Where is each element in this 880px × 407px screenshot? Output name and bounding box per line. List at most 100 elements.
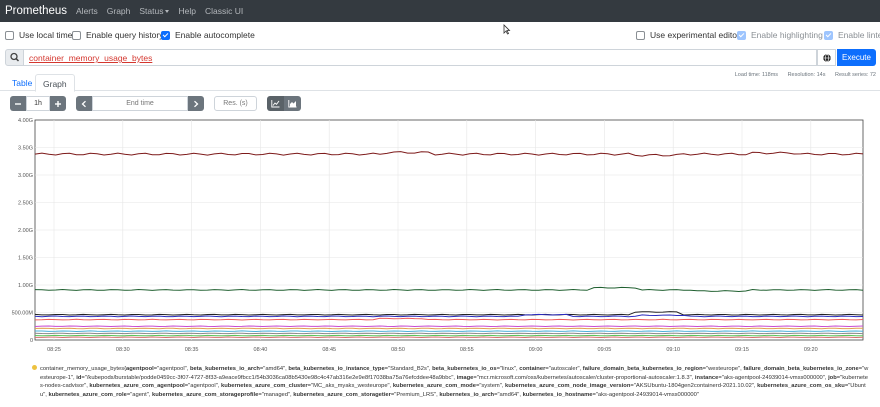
enable-query-history-label: Enable query history — [86, 30, 164, 40]
y-tick-label: 2.50G — [18, 201, 33, 207]
legend-label-key: beta_kubernetes_io_arch — [189, 366, 260, 372]
area-chart-icon — [288, 100, 297, 108]
use-experimental-editor-checkbox[interactable]: Use experimental editor — [636, 30, 740, 40]
navbar: Prometheus Alerts Graph Status Help Clas… — [0, 0, 880, 22]
increase-range-button[interactable] — [50, 96, 66, 111]
y-tick-label: 1.50G — [18, 256, 33, 262]
query-input[interactable]: container_memory_usage_bytes — [24, 49, 817, 66]
series-line[interactable] — [34, 286, 864, 293]
legend-label-value: ="agent", — [126, 391, 153, 398]
x-tick-label: 08:50 — [391, 347, 405, 353]
legend-color-swatch — [32, 365, 37, 370]
legend-label-value: ="managed", — [258, 391, 294, 398]
end-time-back-button[interactable] — [76, 96, 92, 111]
tab-table[interactable]: Table — [12, 78, 33, 88]
legend-label-key: kubernetes_azure_com_agentpool — [89, 383, 185, 389]
minus-icon — [15, 102, 21, 105]
y-tick-label: 3.00G — [18, 173, 33, 179]
nav-alerts[interactable]: Alerts — [76, 6, 98, 16]
x-tick-label: 09:20 — [804, 347, 818, 353]
checkbox-box[interactable] — [72, 30, 81, 40]
legend-label-key: id — [76, 374, 82, 381]
stacked-toggle[interactable] — [284, 96, 301, 111]
y-tick-label: 0 — [30, 338, 33, 344]
legend-label-key: kubernetes_azure_com_mode — [392, 383, 476, 389]
legend-label-key: job — [828, 374, 837, 381]
series-line[interactable] — [34, 325, 864, 328]
use-local-time-checkbox[interactable]: Use local time — [5, 30, 72, 40]
y-tick-label: 1.00G — [18, 283, 33, 289]
legend-label-value: ="MC_aks_myaks_westeurope", — [307, 383, 393, 389]
caret-down-icon — [165, 9, 170, 13]
chart-series — [34, 151, 864, 339]
end-time-input[interactable]: End time — [92, 96, 188, 111]
x-tick-label: 09:10 — [666, 347, 680, 353]
checkbox-box[interactable] — [636, 30, 645, 40]
series-line[interactable] — [34, 317, 864, 321]
tab-bar: Table Graph — [0, 72, 880, 92]
legend-label-value: ="AKSUbuntu-1804gen2containerd-2021.10.0… — [630, 383, 758, 389]
legend-label-value: ="/kubepods/burstable/podde0459cc-3f07-4… — [81, 374, 457, 381]
legend-label-key: kubernetes_azure_com_node_image_version — [505, 383, 631, 389]
legend-label-key: beta_kubernetes_io_instance_type — [288, 366, 385, 372]
end-time-forward-button[interactable] — [188, 96, 204, 111]
nav-graph[interactable]: Graph — [106, 6, 131, 16]
series-line[interactable] — [35, 336, 864, 339]
legend-label-value: ="kubernetes-nodes-cadvisor", — [40, 374, 868, 390]
series-line[interactable] — [35, 330, 864, 333]
checkbox-box-checked[interactable] — [824, 30, 833, 40]
chart-grid — [34, 119, 864, 341]
series-legend[interactable]: container_memory_usage_bytes{agentpool="… — [32, 365, 870, 399]
nav-status-dropdown[interactable]: Status — [139, 6, 170, 16]
range-input[interactable]: 1h — [26, 96, 50, 111]
series-line[interactable] — [34, 311, 864, 316]
series-line[interactable] — [34, 313, 864, 318]
legend-label-key: failure_domain_beta_kubernetes_io_zone — [743, 366, 859, 372]
legend-label-key: kubernetes_azure_com_cluster — [220, 383, 308, 389]
unstacked-toggle[interactable] — [267, 96, 284, 111]
enable-linter-checkbox[interactable]: Enable linter — [824, 30, 880, 40]
search-icon-box — [5, 49, 24, 66]
enable-query-history-checkbox[interactable]: Enable query history — [72, 30, 164, 40]
enable-autocomplete-checkbox[interactable]: Enable autocomplete — [161, 30, 255, 40]
decrease-range-button[interactable] — [10, 96, 26, 111]
mouse-cursor-icon — [503, 24, 511, 35]
legend-label-value: ="aks-agentpool-24939014-vmss000000" — [592, 391, 699, 398]
enable-highlighting-checkbox[interactable]: Enable highlighting — [737, 30, 823, 40]
use-local-time-label: Use local time — [19, 30, 73, 40]
legend-label-key: kubernetes_azure_com_role — [48, 391, 127, 398]
legend-label-key: image — [456, 374, 474, 381]
graph-chart[interactable]: 0 500.00M 1.00G 1.50G 2.00G 2.50G 3.00G 3.50G 4.… — [0, 115, 880, 355]
resolution-input[interactable]: Res. (s) — [214, 96, 257, 111]
execute-button[interactable]: Execute — [837, 49, 876, 66]
y-tick-label: 2.00G — [18, 228, 33, 234]
series-line[interactable] — [34, 327, 864, 330]
tab-graph[interactable]: Graph — [35, 74, 75, 92]
checkbox-box[interactable] — [5, 30, 14, 40]
brand-logo[interactable]: Prometheus — [5, 5, 68, 17]
checkbox-box-checked[interactable] — [737, 30, 746, 40]
metrics-explorer-button[interactable] — [817, 49, 836, 66]
legend-series-label: container_memory_usage_bytes{agentpool="… — [40, 366, 869, 398]
chart-ticks: 0 500.00M 1.00G 1.50G 2.00G 2.50G 3.00G 3.50G 4.… — [12, 118, 818, 353]
legend-label-value: ="Premium_LRS", — [390, 391, 440, 398]
nav-help[interactable]: Help — [178, 6, 196, 16]
resolution: Resolution: 14s — [787, 72, 826, 78]
legend-label-key: instance — [694, 374, 719, 381]
enable-highlighting-label: Enable highlighting — [751, 30, 823, 40]
legend-label-value: ="Standard_B2s", — [384, 366, 433, 372]
x-tick-label: 08:35 — [185, 347, 199, 353]
x-tick-label: 08:45 — [322, 347, 336, 353]
load-time: Load time: 118ms — [734, 72, 779, 78]
series-line[interactable] — [34, 151, 864, 157]
checkbox-box-checked[interactable] — [161, 30, 170, 40]
legend-label-value: ="agentpool", — [153, 366, 190, 372]
legend-label-value: ="Ubuntu", — [40, 383, 866, 398]
legend-label-value: ="linux", — [496, 366, 520, 372]
globe-icon — [822, 53, 831, 62]
enable-linter-label: Enable linter — [838, 30, 880, 40]
legend-label-key: kubernetes_azure_com_storageprofile — [152, 391, 259, 398]
y-tick-label: 500.00M — [12, 311, 34, 317]
nav-classic-ui[interactable]: Classic UI — [204, 6, 244, 16]
line-chart-icon — [271, 100, 280, 108]
